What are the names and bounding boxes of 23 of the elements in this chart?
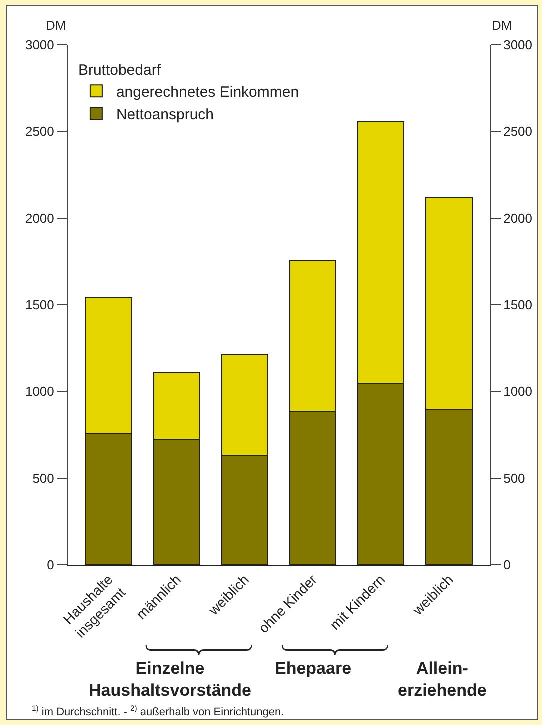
- y-tick-label: 1500: [25, 298, 54, 313]
- y2-tick-label: 500: [504, 470, 526, 486]
- legend-title: Bruttobedarf: [78, 62, 162, 79]
- y-tick-label: 3000: [25, 38, 54, 53]
- text: Einzelne Haushaltsvorstände: [89, 659, 252, 700]
- legend-label: angerechnetes Einkommen: [116, 84, 300, 101]
- y2-tick-label: 2000: [504, 210, 533, 226]
- y-tick-label: 1000: [25, 384, 54, 400]
- text: Ehepaare: [275, 659, 352, 678]
- y-axis-title: DM: [46, 18, 66, 33]
- y2-tick-label: 1000: [504, 384, 533, 400]
- y-tick-label: 2500: [25, 124, 54, 140]
- y2-tick-label: 0: [504, 558, 511, 573]
- y-tick-label: 500: [32, 470, 54, 486]
- y-tick-label: 0: [47, 558, 54, 573]
- y2-tick-label: 1500: [504, 298, 533, 313]
- legend-label: Nettoanspruch: [116, 106, 214, 124]
- text: Allein- erziehende: [398, 659, 487, 700]
- text: $^{1)}$ im Durchschnitt. - $^{2)}$ außerhalb von Einrichtungen.: [32, 704, 284, 719]
- y2-axis-title: DM: [492, 18, 512, 33]
- y2-tick-label: 2500: [504, 124, 533, 140]
- y-tick-label: 2000: [25, 210, 54, 226]
- y2-tick-label: 3000: [504, 38, 533, 53]
